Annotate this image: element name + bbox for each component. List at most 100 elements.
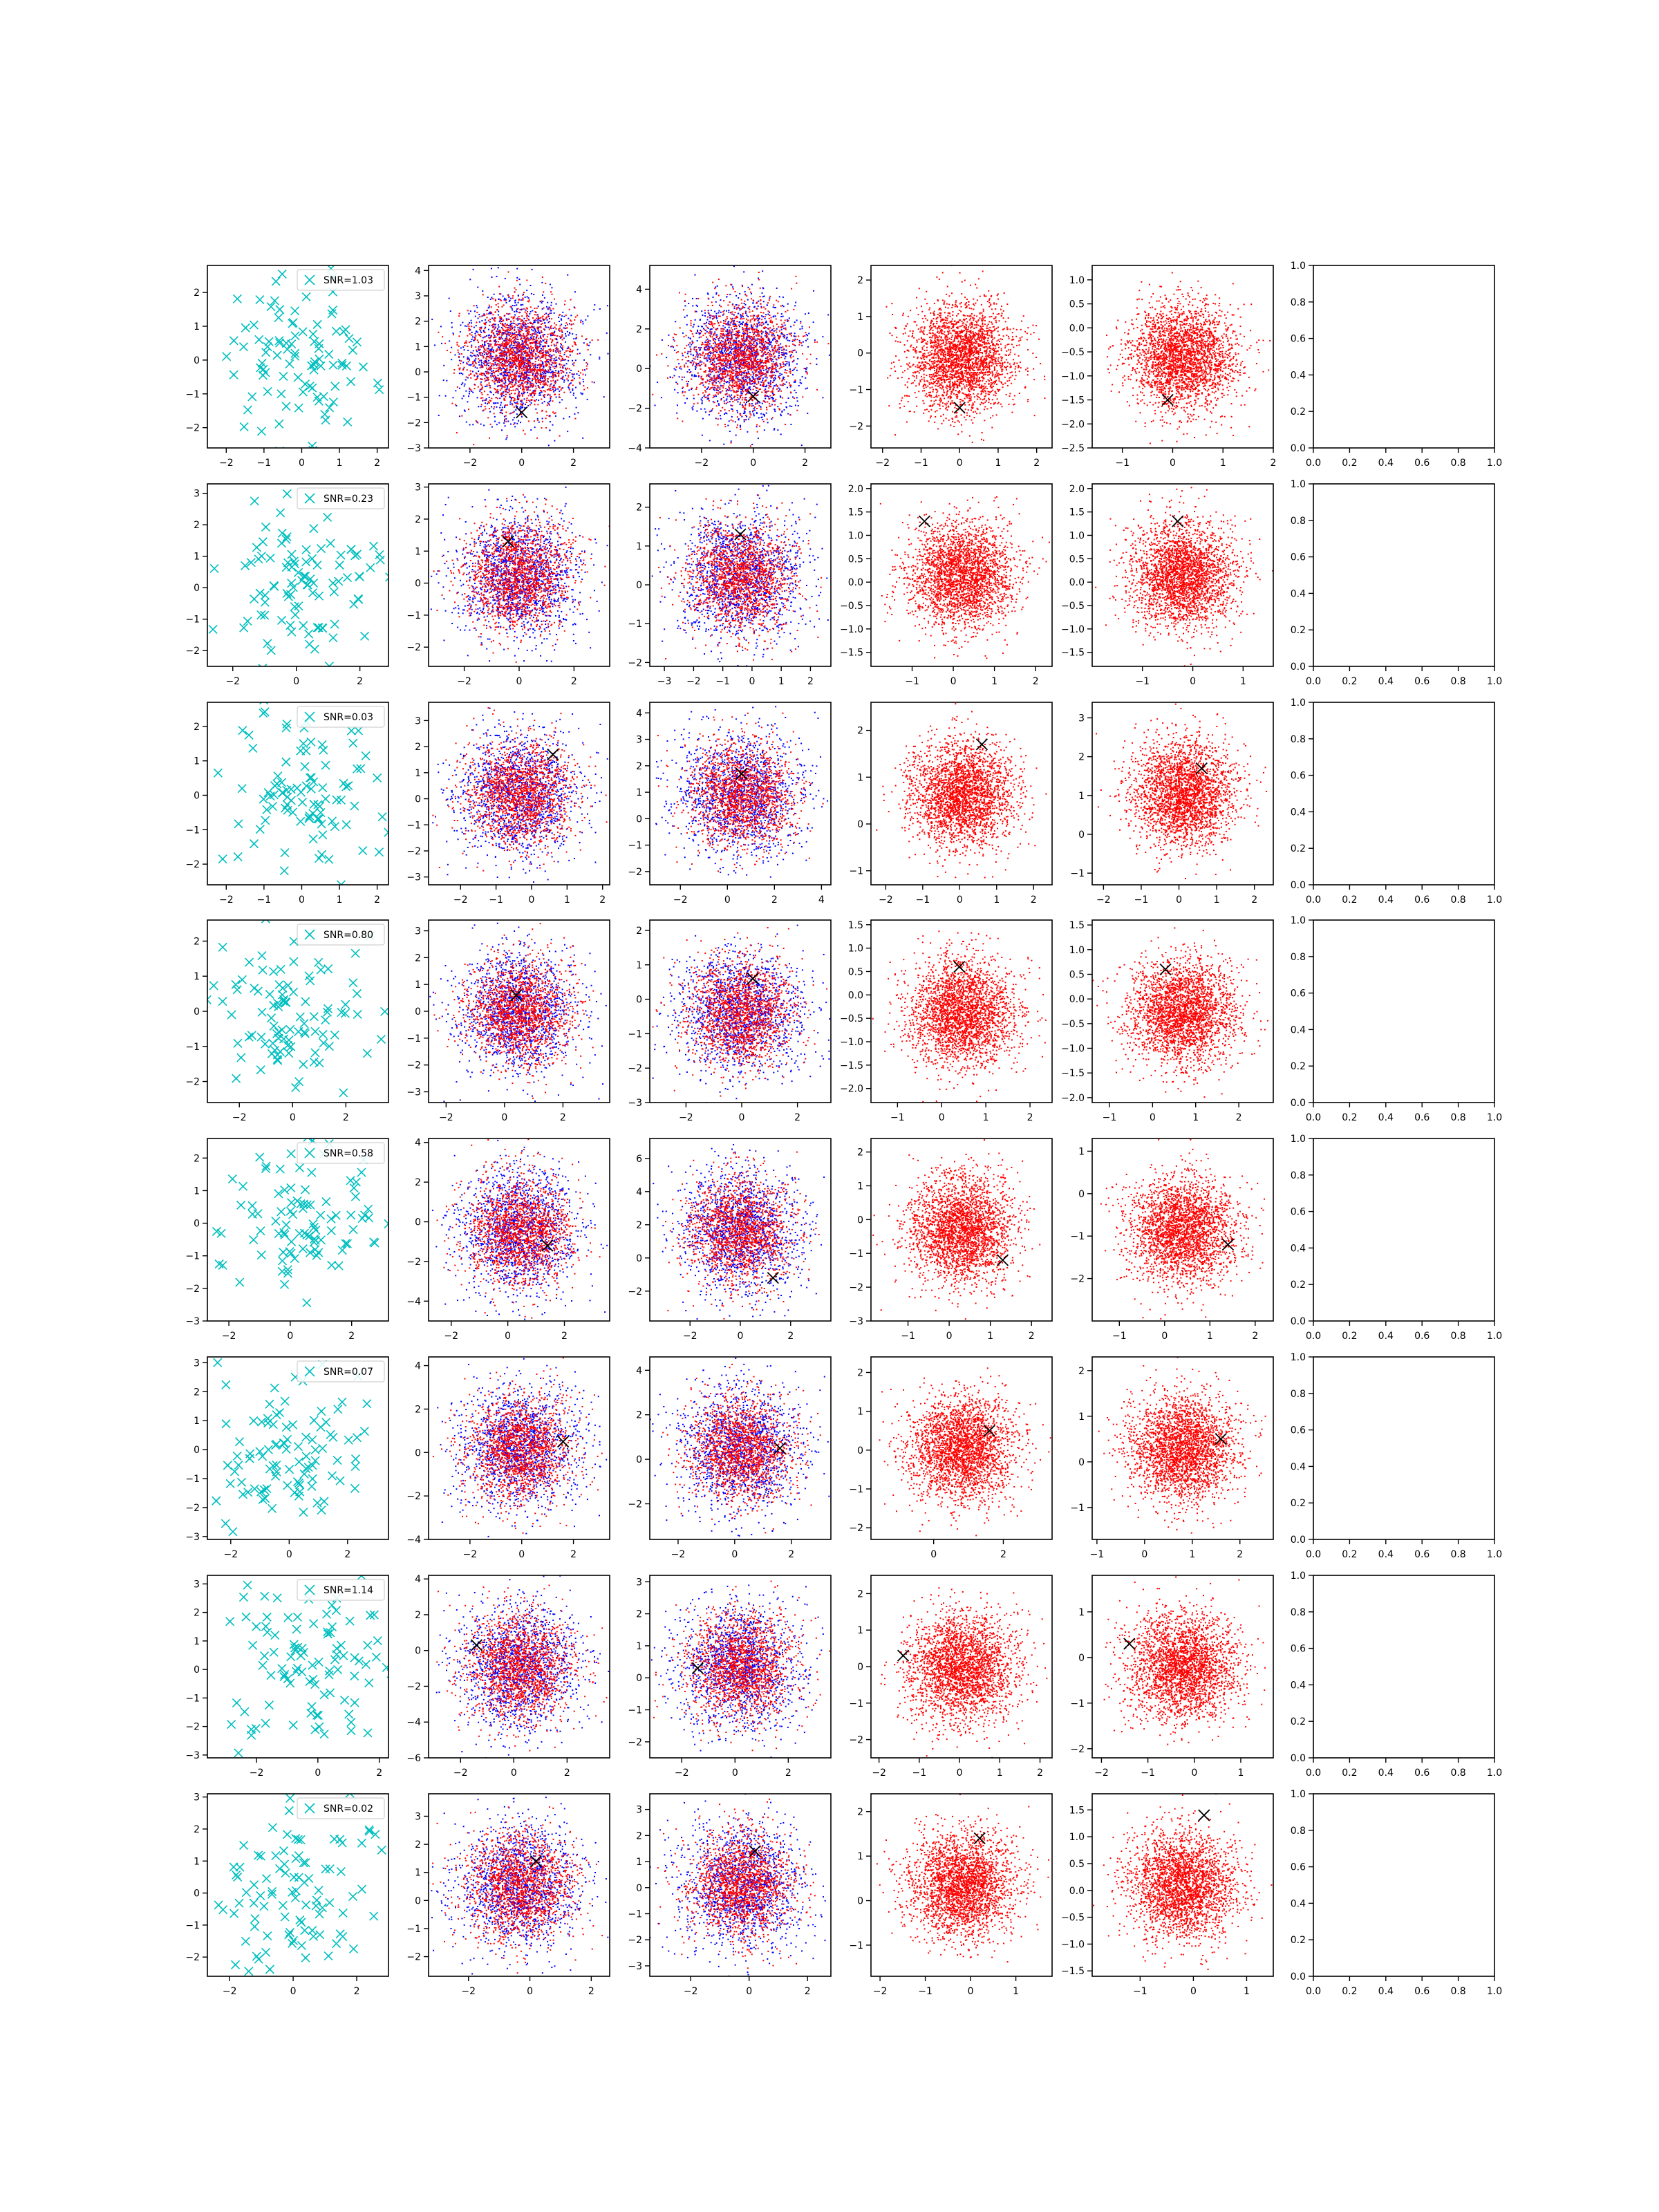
data-point-red [544,377,545,379]
data-point-blue [502,363,503,364]
data-point-blue [746,327,747,328]
data-point-red [503,346,505,347]
data-point-blue [776,328,778,330]
data-point-red [476,373,478,375]
data-point-blue [569,323,570,324]
data-point-red [487,417,489,418]
data-point-blue [786,406,787,408]
data-point-red [502,328,503,330]
data-point-red [494,375,496,376]
data-point-red [717,375,718,376]
data-point-red [543,307,545,308]
data-point-blue [503,395,505,396]
data-point-blue [568,318,569,319]
data-point-blue [460,347,462,348]
data-point-red [547,378,549,379]
data-point-red [477,377,478,379]
data-point-blue [771,397,773,398]
data-point-red [523,351,524,353]
data-point-blue [518,294,519,296]
data-point-red [485,357,487,359]
data-point-red [527,381,528,382]
y-tick-label: 4 [415,265,421,276]
data-point-blue [731,440,732,442]
data-point-blue [556,352,557,353]
data-point-blue [512,305,514,306]
data-point-blue [460,324,461,326]
data-point-red [512,337,514,339]
data-point-red [519,332,521,334]
data-point-red [536,438,538,439]
data-point-red [500,370,502,371]
data-point-blue [577,349,579,350]
data-point-blue [547,314,549,315]
data-point-red [468,409,469,410]
data-point-red [453,369,455,371]
data-point-red [827,343,829,344]
data-point-blue [509,404,511,405]
data-point-red [550,291,552,292]
data-point-blue [533,322,534,324]
data-point-red [514,345,516,346]
data-point-blue [719,337,720,339]
data-point-red [570,299,572,301]
data-point-red [487,317,488,318]
data-point-blue [829,355,830,356]
data-point-blue [661,397,662,398]
data-point-red [525,351,527,353]
data-point-red [509,373,511,375]
data-point-blue [466,422,467,423]
data-point-blue [525,310,527,311]
data-point-blue [688,381,689,382]
data-point-red [509,393,511,395]
data-point-red [518,381,519,382]
data-point-red [464,367,465,368]
data-point-blue [464,385,465,386]
data-point-red [796,283,797,284]
data-point-blue [740,404,741,405]
data-point-red [766,371,767,373]
data-point-blue [583,323,584,324]
data-point-blue [792,396,794,397]
data-point-red [549,386,550,387]
data-point-blue [527,296,528,297]
data-point-red [758,279,760,281]
data-point-x [274,235,283,243]
data-point-red [506,313,507,315]
data-point-red [502,409,503,411]
data-point-blue [688,390,690,391]
y-tick-label: −1 [406,393,421,404]
data-point-blue [476,350,478,352]
data-point-blue [525,373,527,375]
data-point-red [491,366,492,367]
data-point-red [536,340,538,341]
data-point-blue [729,382,730,384]
data-point-red [543,390,545,391]
data-point-blue [538,316,539,317]
data-point-blue [533,390,534,391]
data-point-red [510,321,512,323]
data-point-red [550,308,551,310]
data-point-blue [565,375,566,376]
data-point-blue [716,313,718,315]
data-point-blue [504,298,505,299]
data-point-red [547,353,549,354]
data-point-red [753,345,755,346]
data-point-blue [480,330,481,332]
data-point-blue [544,322,545,324]
data-point-red [474,361,475,362]
data-point-x [279,372,288,380]
data-point-red [484,332,485,333]
data-point-blue [794,339,796,340]
data-point-red [518,398,519,400]
data-point-blue [490,375,491,376]
data-point-red [494,413,495,414]
data-point-red [523,430,524,431]
data-point-red [580,372,581,373]
data-point-red [458,315,460,317]
data-point-blue [783,377,785,378]
data-point-red [483,323,485,324]
data-point-blue [569,332,570,334]
data-point-blue [688,344,689,346]
data-point-x [255,335,263,344]
